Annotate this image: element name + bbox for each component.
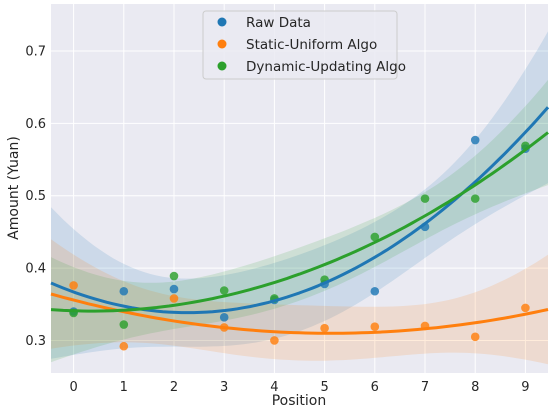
x-axis-title: Position: [272, 393, 327, 409]
data-point: [270, 336, 279, 345]
x-tick-label: 2: [170, 380, 178, 395]
y-tick-label: 0.7: [25, 45, 46, 60]
regression-lines: [50, 106, 550, 335]
x-tick-label: 9: [521, 380, 529, 395]
data-point: [521, 303, 530, 313]
legend-marker: [217, 39, 227, 49]
legend: Raw Data Static-Uniform Algo Dynamic-Updat…: [202, 10, 406, 80]
data-point: [470, 194, 480, 203]
legend-label: Raw Data: [246, 15, 311, 31]
data-point: [420, 194, 430, 203]
confidence-band: [51, 239, 548, 365]
data-point: [169, 294, 179, 303]
regression-line: [50, 131, 549, 313]
data-point: [219, 286, 229, 295]
data-point: [320, 323, 329, 333]
data-point: [169, 271, 179, 281]
data-point: [219, 312, 229, 322]
data-point: [119, 320, 129, 329]
x-tick-label: 8: [471, 380, 479, 395]
y-tick-labels: 0.3 0.4 0.5 0.6 0.7: [25, 45, 46, 349]
data-point: [119, 341, 129, 351]
x-tick-label: 4: [270, 380, 278, 395]
regression-line: [50, 292, 549, 335]
data-point: [370, 232, 380, 242]
y-tick-label: 0.6: [25, 117, 46, 132]
x-tick-label: 5: [320, 380, 328, 395]
data-point: [169, 284, 179, 294]
y-axis-title: Amount (Yuan): [6, 136, 22, 240]
y-tick-label: 0.4: [25, 262, 46, 277]
data-point: [370, 286, 380, 296]
x-tick-label: 7: [421, 380, 429, 395]
data-point: [69, 281, 78, 290]
x-tick-label: 3: [220, 380, 228, 395]
data-point: [470, 135, 480, 145]
data-point: [370, 322, 380, 331]
x-tick-label: 6: [371, 380, 379, 395]
data-point: [119, 286, 129, 296]
y-tick-label: 0.3: [25, 334, 46, 349]
x-tick-label: 1: [120, 380, 128, 395]
legend-label: Static-Uniform Algo: [246, 37, 377, 53]
legend-marker: [217, 17, 227, 27]
legend-label: Dynamic-Updating Algo: [246, 59, 406, 75]
scatter-points: [69, 135, 530, 351]
y-tick-label: 0.5: [25, 189, 46, 204]
x-tick-label: 0: [69, 380, 77, 395]
data-point: [470, 332, 480, 342]
legend-marker: [217, 61, 227, 71]
x-tick-labels: 0 1 2 3 4 5 6 7 8 9: [69, 380, 529, 395]
legend-box: [202, 10, 398, 80]
